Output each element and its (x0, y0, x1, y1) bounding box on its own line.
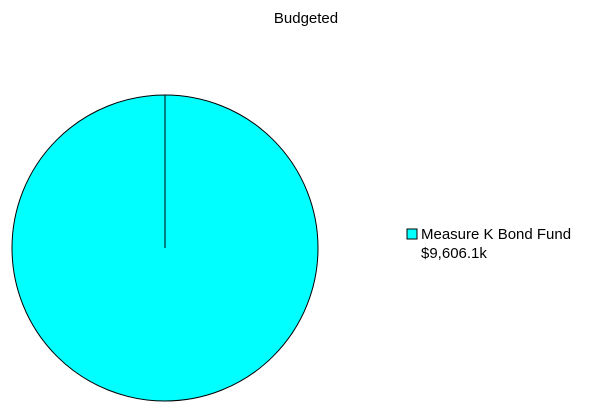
pie-slices (11, 94, 319, 402)
chart-title: Budgeted (274, 10, 338, 27)
legend-label: Measure K Bond Fund (421, 226, 571, 243)
legend-value: $9,606.1k (421, 245, 487, 262)
legend: Measure K Bond Fund $9,606.1k (406, 226, 571, 262)
legend-swatch (406, 228, 418, 240)
